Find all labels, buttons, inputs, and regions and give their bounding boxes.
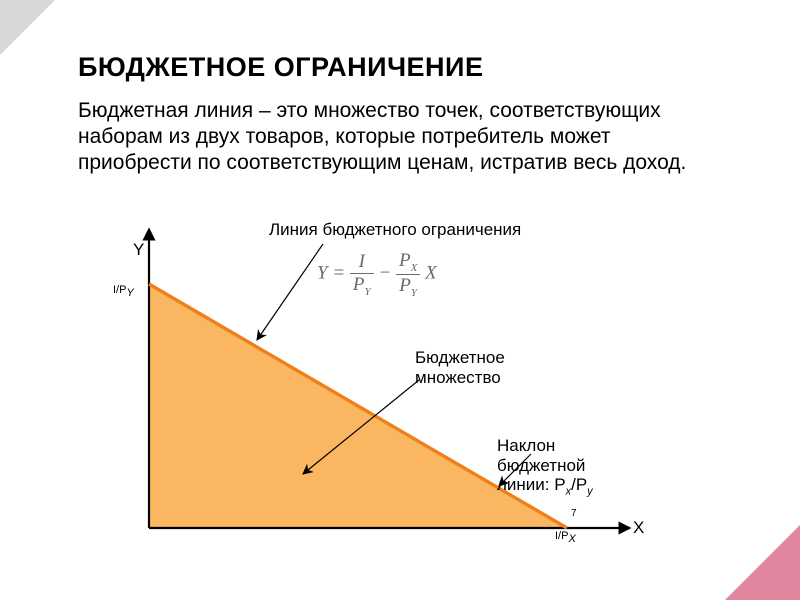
budget-constraint-chart: Линия бюджетного ограничения Бюджетноемн… (105, 226, 695, 554)
label-budget-line: Линия бюджетного ограничения (269, 220, 521, 240)
budget-line-equation: Y = IPY − PXPY X (317, 250, 437, 299)
slide-paragraph: Бюджетная линия – это множество точек, с… (78, 98, 718, 176)
corner-accent-br (725, 525, 800, 600)
label-budget-set: Бюджетноемножество (415, 348, 505, 387)
arrow-budget-line-label (257, 244, 323, 340)
axis-label-y: Y (133, 240, 144, 260)
label-slope: Наклонбюджетнойлинии: Px/Py (497, 436, 593, 498)
axis-label-x: X (633, 518, 644, 538)
slide-title: БЮДЖЕТНОЕ ОГРАНИЧЕНИЕ (78, 52, 483, 83)
intercept-x-label: I/PX (555, 530, 576, 545)
page-number: 7 (571, 508, 577, 519)
slide: БЮДЖЕТНОЕ ОГРАНИЧЕНИЕ Бюджетная линия – … (0, 0, 800, 600)
corner-accent-tl (0, 0, 55, 55)
intercept-y-label: I/PY (113, 284, 134, 299)
